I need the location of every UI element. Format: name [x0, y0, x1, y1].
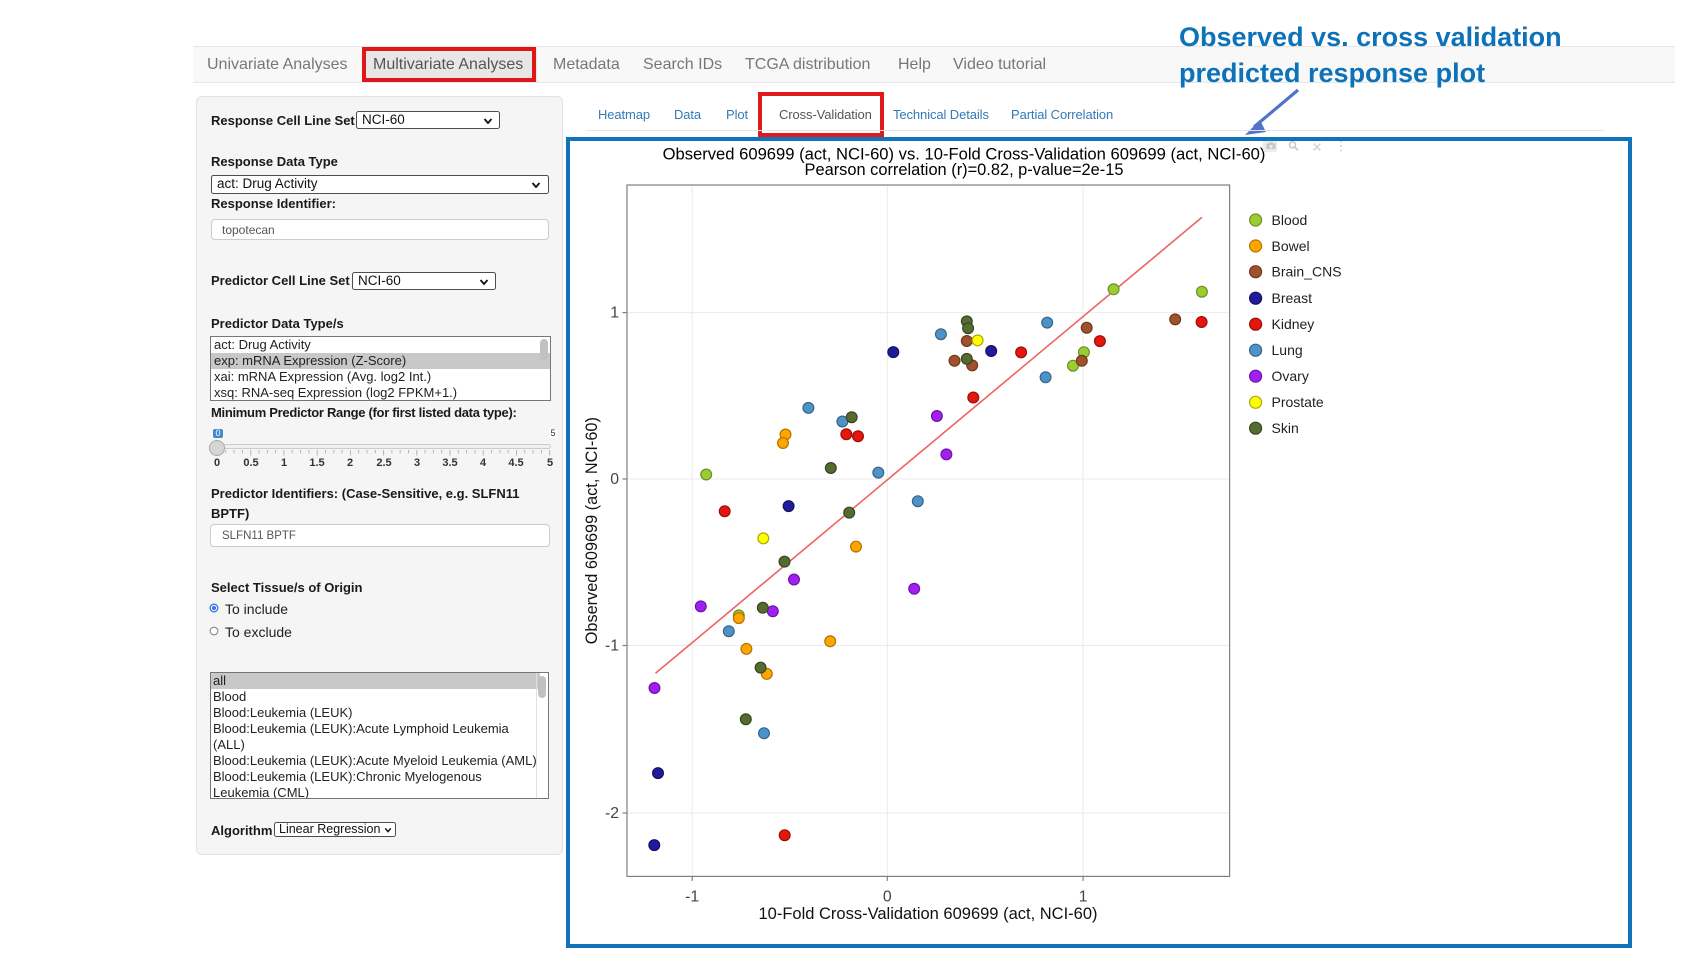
svg-text:Blood: Blood: [1272, 212, 1308, 228]
svg-text:Pearson correlation (r)=0.82,: Pearson correlation (r)=0.82, p-value=2e…: [805, 161, 1124, 179]
svg-text:Observed 609699 (act, NCI-60): Observed 609699 (act, NCI-60) vs. 10-Fol…: [663, 145, 1266, 164]
svg-text:-1: -1: [605, 638, 619, 655]
svg-text:Skin: Skin: [1272, 420, 1299, 436]
svg-text:Observed 609699 (act, NCI-60): Observed 609699 (act, NCI-60): [583, 417, 601, 644]
svg-text:10-Fold Cross-Validation 60969: 10-Fold Cross-Validation 609699 (act, NC…: [758, 905, 1097, 923]
svg-text:0: 0: [883, 889, 892, 906]
svg-text:Lung: Lung: [1272, 342, 1303, 358]
svg-text:-1: -1: [685, 889, 699, 906]
svg-text:Kidney: Kidney: [1272, 316, 1315, 332]
svg-text:Brain_CNS: Brain_CNS: [1272, 264, 1342, 280]
svg-text:1: 1: [1079, 889, 1088, 906]
svg-text:Bowel: Bowel: [1272, 238, 1310, 254]
svg-text:Prostate: Prostate: [1272, 394, 1324, 410]
svg-text:Breast: Breast: [1272, 290, 1313, 306]
svg-text:Ovary: Ovary: [1272, 368, 1309, 384]
svg-text:-2: -2: [605, 805, 619, 822]
svg-text:1: 1: [610, 305, 619, 322]
svg-text:0: 0: [610, 471, 619, 488]
